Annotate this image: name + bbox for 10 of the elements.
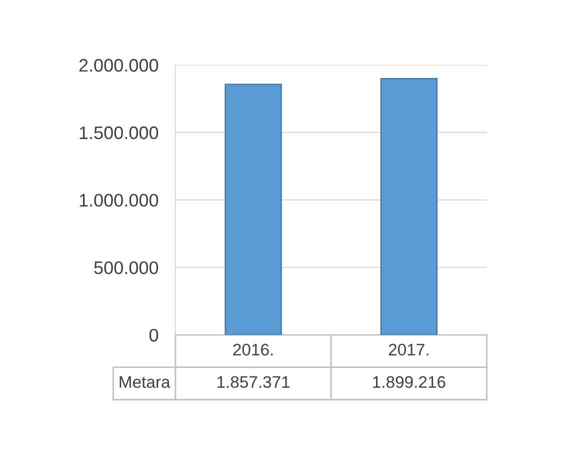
y-tick-label: 1.000.000 (80, 194, 158, 207)
data-label: 1.899.216 (373, 376, 446, 388)
x-tick-label: 2017. (388, 344, 428, 356)
y-tick-label: 2.000.000 (79, 58, 158, 72)
text: Metara (120, 376, 170, 388)
y-tick-label: 0 (149, 328, 158, 342)
y-tick-label: 500.000 (94, 261, 158, 274)
y-tick-label: 1.500.000 (80, 126, 158, 140)
data-label: 1.857.371 (217, 376, 290, 388)
x-tick-label: 2016. (233, 344, 273, 356)
